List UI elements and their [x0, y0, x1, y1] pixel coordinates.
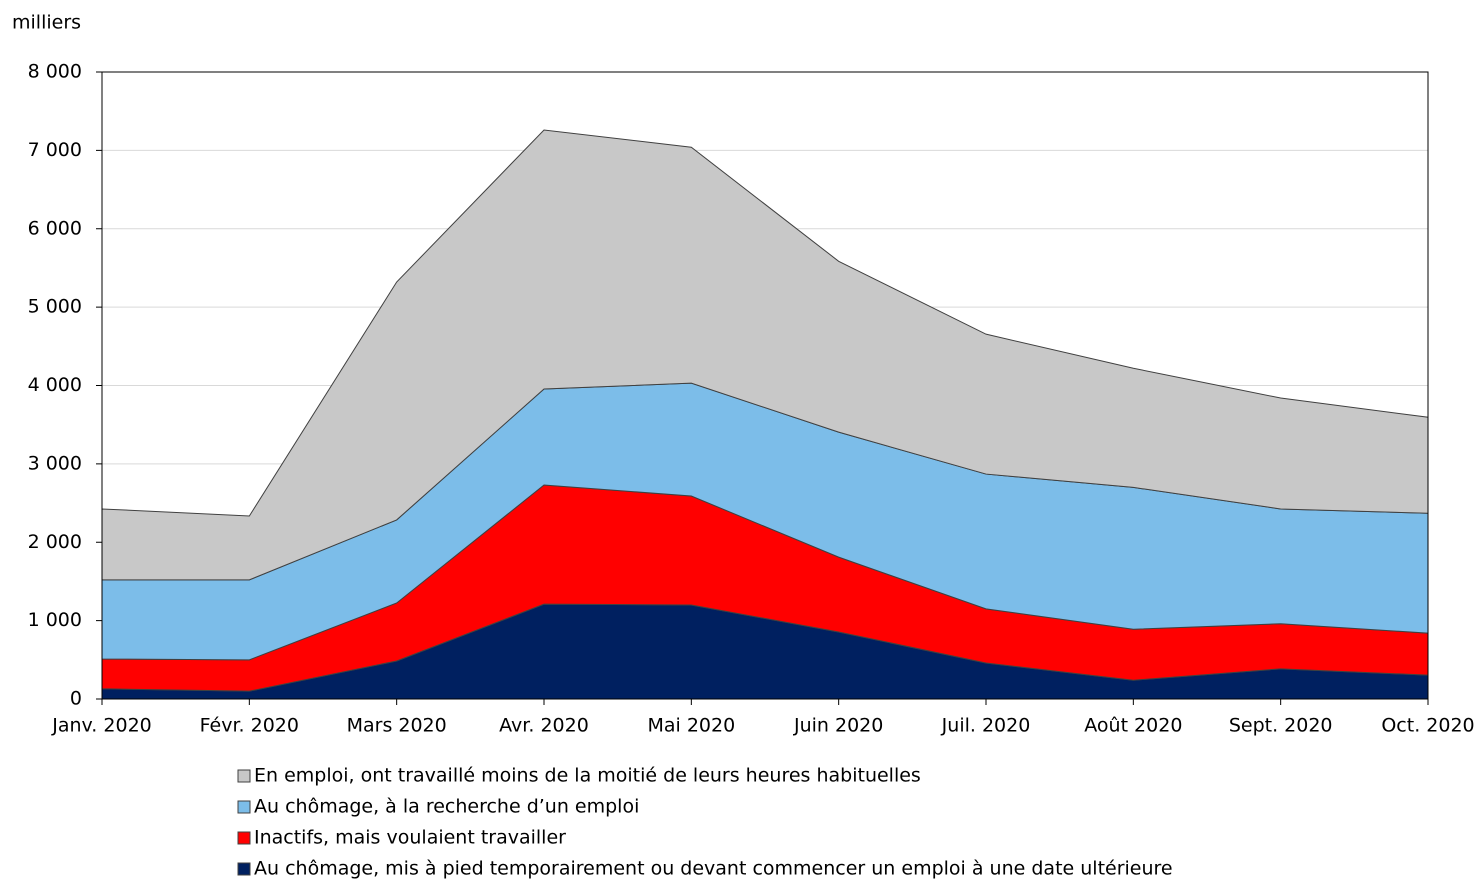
x-tick-label: Sept. 2020 — [1229, 715, 1333, 737]
y-tick-label: 7 000 — [28, 139, 82, 161]
y-axis-label: milliers — [12, 12, 81, 34]
legend-swatch — [237, 800, 251, 814]
x-tick-label: Févr. 2020 — [200, 715, 299, 737]
legend-swatch — [237, 831, 251, 845]
x-tick-label: Avr. 2020 — [499, 715, 589, 737]
y-tick-label: 2 000 — [28, 531, 82, 553]
legend-label: Au chômage, mis à pied temporairement ou… — [254, 858, 1173, 880]
legend-swatch — [237, 769, 251, 783]
legend-label: En emploi, ont travaillé moins de la moi… — [254, 765, 921, 787]
y-tick-label: 5 000 — [28, 296, 82, 318]
y-tick-label: 3 000 — [28, 452, 82, 474]
x-tick-label: Janv. 2020 — [51, 715, 152, 737]
x-tick-label: Août 2020 — [1084, 715, 1182, 737]
y-tick-label: 1 000 — [28, 609, 82, 631]
y-tick-label: 0 — [70, 688, 82, 710]
legend-swatch — [237, 862, 251, 876]
legend-label: Inactifs, mais voulaient travailler — [254, 827, 566, 849]
y-tick-label: 6 000 — [28, 217, 82, 239]
y-tick-label: 8 000 — [28, 61, 82, 83]
x-tick-label: Juil. 2020 — [941, 715, 1031, 737]
x-tick-label: Juin 2020 — [793, 715, 883, 737]
x-tick-label: Mars 2020 — [347, 715, 447, 737]
x-tick-label: Mai 2020 — [647, 715, 735, 737]
plot-frame — [101, 71, 1429, 700]
x-tick-label: Oct. 2020 — [1381, 715, 1474, 737]
legend-label: Au chômage, à la recherche d’un emploi — [254, 796, 639, 818]
y-tick-label: 4 000 — [28, 374, 82, 396]
